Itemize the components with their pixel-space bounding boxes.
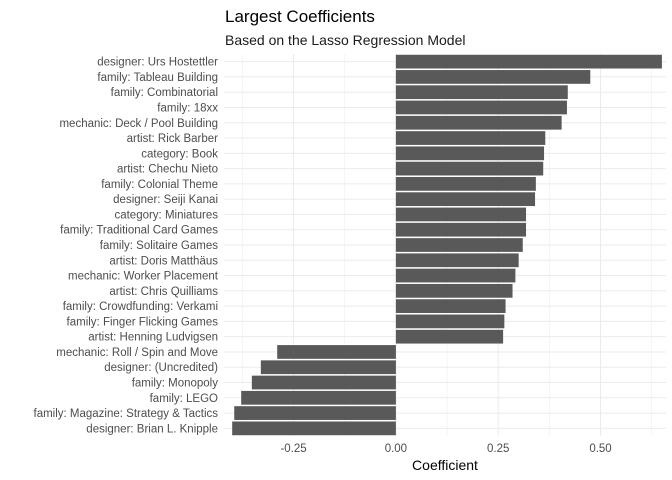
y-tick-label: family: Traditional Card Games	[60, 225, 218, 237]
bar	[395, 207, 527, 222]
y-tick-label: family: Monopoly	[132, 378, 219, 390]
plot-panel	[224, 54, 666, 436]
bar	[395, 54, 662, 69]
bar	[395, 70, 591, 84]
bar	[395, 115, 562, 130]
y-tick-label: family: Combinatorial	[111, 87, 218, 99]
x-axis-label: Coefficient	[412, 457, 478, 473]
y-tick-label: designer: Urs Hostettler	[97, 57, 218, 69]
bar	[251, 375, 396, 390]
x-tick-label: -0.25	[280, 443, 306, 455]
x-tick-labels: -0.25 0.00 0.25 0.50	[280, 443, 611, 455]
bar	[260, 360, 396, 375]
y-tick-label: family: Crowdfunding: Verkami	[63, 301, 218, 313]
bars	[232, 54, 662, 436]
chart-title: Largest Coefficients	[225, 7, 375, 26]
bar	[395, 100, 567, 115]
chart-subtitle: Based on the Lasso Regression Model	[225, 32, 465, 48]
bar	[241, 390, 396, 405]
bar	[395, 283, 513, 298]
y-tick-label: category: Book	[141, 148, 218, 160]
bar	[232, 421, 396, 436]
bar	[395, 192, 536, 207]
y-tick-label: designer: Seiji Kanai	[113, 194, 218, 206]
y-tick-label: artist: Doris Matthäus	[109, 255, 218, 267]
y-tick-label: family: Colonial Theme	[101, 179, 218, 191]
y-tick-labels: designer: Urs Hostettler family: Tableau …	[34, 57, 219, 436]
y-tick-label: family: LEGO	[150, 393, 218, 405]
bar	[395, 238, 523, 252]
y-tick-label: family: Tableau Building	[97, 72, 218, 84]
y-tick-label: family: Solitaire Games	[100, 240, 218, 252]
y-tick-label: designer: Brian L. Knipple	[86, 423, 218, 435]
x-tick-label: 0.25	[487, 443, 509, 455]
bar	[395, 85, 568, 100]
bar	[277, 345, 396, 359]
y-tick-label: family: Magazine: Strategy & Tactics	[34, 408, 219, 420]
bar	[395, 329, 504, 344]
bar	[234, 406, 396, 420]
y-tick-label: family: 18xx	[157, 102, 218, 114]
bar	[395, 131, 546, 145]
y-tick-label: designer: (Uncredited)	[104, 362, 218, 374]
y-tick-label: mechanic: Roll / Spin and Move	[56, 347, 218, 359]
bar	[395, 146, 545, 161]
y-tick-label: artist: Chris Quilliams	[109, 286, 218, 298]
y-tick-label: mechanic: Worker Placement	[68, 271, 219, 283]
y-tick-label: mechanic: Deck / Pool Building	[59, 118, 218, 130]
y-tick-label: family: Finger Flicking Games	[67, 316, 219, 328]
bar	[395, 177, 536, 191]
y-tick-label: artist: Chechu Nieto	[117, 164, 218, 176]
x-tick-label: 0.50	[589, 443, 611, 455]
y-tick-label: artist: Rick Barber	[127, 133, 219, 145]
y-tick-label: category: Miniatures	[114, 209, 218, 221]
bar	[395, 299, 506, 313]
bar	[395, 161, 544, 176]
bar	[395, 222, 527, 237]
bar	[395, 268, 516, 283]
bar	[395, 253, 519, 268]
y-tick-label: artist: Henning Ludvigsen	[88, 332, 218, 344]
x-tick-label: 0.00	[385, 443, 407, 455]
bar	[395, 314, 505, 329]
